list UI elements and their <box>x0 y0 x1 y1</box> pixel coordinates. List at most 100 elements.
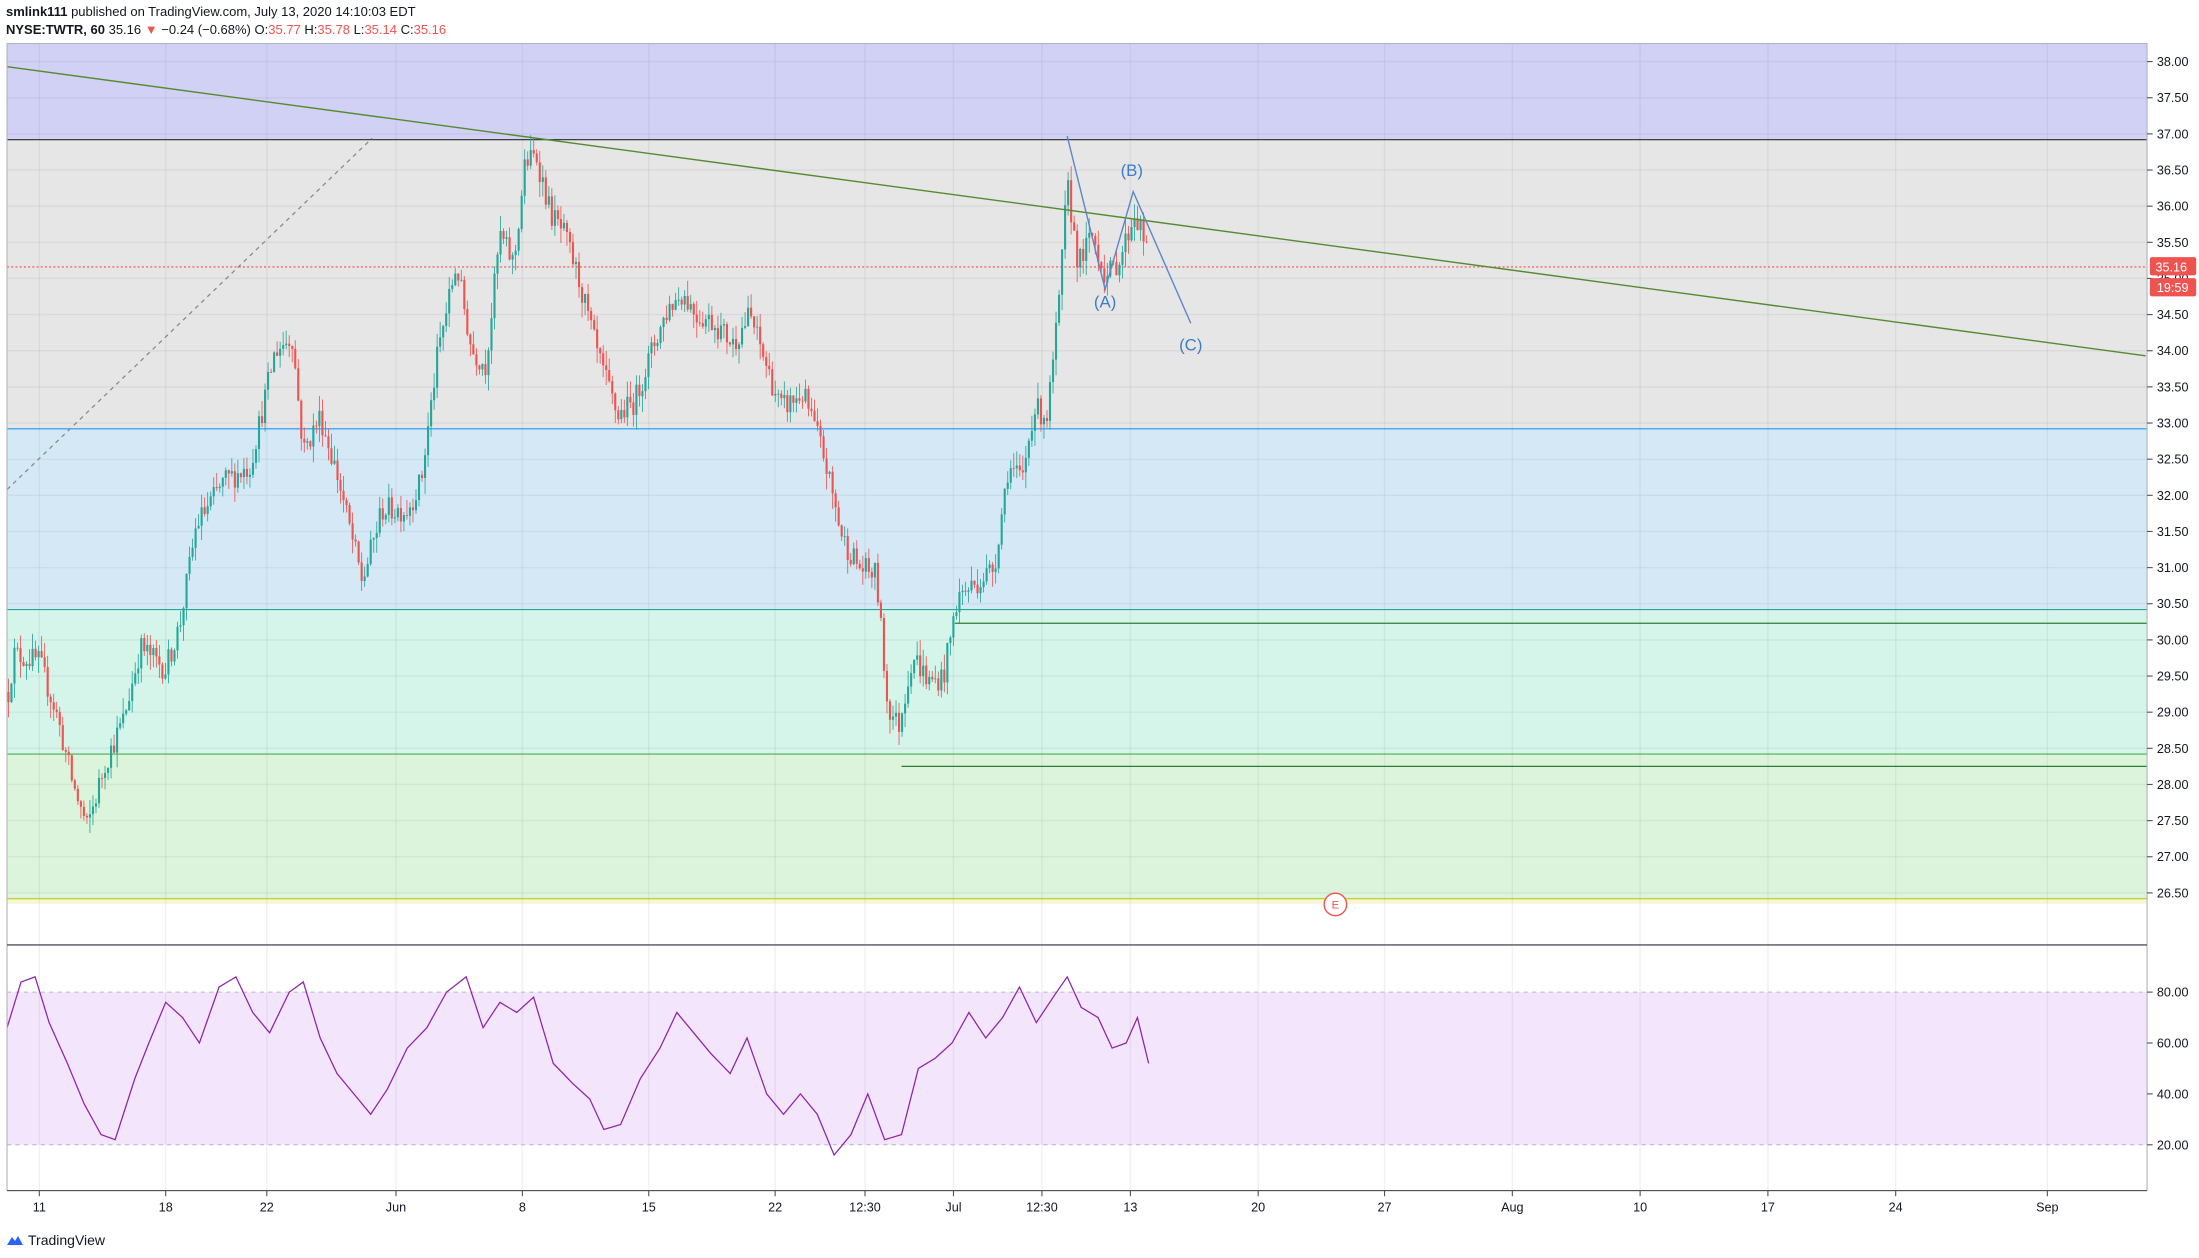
candle-body-350 <box>1064 205 1067 250</box>
candle-body-246 <box>750 307 753 317</box>
candle-body-101 <box>312 425 315 447</box>
candle-body-68 <box>212 487 215 497</box>
price-change: −0.24 (−0.68%) <box>161 22 251 37</box>
tradingview-logo-icon[interactable] <box>6 1234 24 1246</box>
candle-body-81 <box>251 462 255 475</box>
candle-body-95 <box>294 348 297 369</box>
candle-body-163 <box>499 230 502 255</box>
candle-body-221 <box>674 300 677 310</box>
candle-body-198 <box>605 365 608 371</box>
candle-body-365 <box>1109 260 1112 277</box>
candle-body-57 <box>179 625 182 627</box>
close-value: 35.16 <box>413 22 447 37</box>
candle-body-85 <box>263 389 267 424</box>
candle-body-125 <box>384 514 387 520</box>
candle-body-13 <box>46 666 49 697</box>
candle-body-312 <box>949 637 952 644</box>
candle-body-114 <box>351 523 354 540</box>
candle-body-65 <box>203 507 206 514</box>
candle-body-374 <box>1136 218 1139 231</box>
candle-body-344 <box>1045 417 1049 422</box>
candle-body-336 <box>1021 470 1024 473</box>
candle-body-263 <box>801 400 804 402</box>
candle-body-84 <box>260 416 264 424</box>
y-tick-label-14: 31.00 <box>2157 561 2189 575</box>
candle-body-74 <box>230 471 233 474</box>
candle-body-282 <box>858 563 861 569</box>
candle-body-79 <box>245 468 248 477</box>
candle-body-252 <box>768 365 771 370</box>
x-tick-label-8: Jul <box>945 1201 961 1215</box>
candle-body-14 <box>49 696 52 703</box>
candle-body-138 <box>424 455 427 478</box>
rsi-band <box>7 992 2148 1145</box>
candle-body-113 <box>348 505 351 524</box>
candle-body-358 <box>1088 232 1091 238</box>
low-label: L: <box>353 22 365 37</box>
candle-body-222 <box>677 299 680 301</box>
candle-body-333 <box>1012 468 1015 469</box>
candle-body-325 <box>988 564 991 569</box>
candle-body-362 <box>1100 262 1103 269</box>
candle-body-264 <box>804 388 807 402</box>
candle-body-175 <box>535 153 538 163</box>
candle-body-284 <box>864 558 867 572</box>
candle-body-324 <box>985 568 988 582</box>
candle-body-34 <box>110 745 113 768</box>
y-tick-label-7: 34.50 <box>2157 308 2189 322</box>
author-name[interactable]: smlink111 <box>6 4 68 19</box>
candle-body-318 <box>967 590 970 592</box>
candle-body-294 <box>894 712 898 717</box>
x-tick-label-5: 15 <box>642 1201 656 1215</box>
candle-body-355 <box>1079 248 1082 268</box>
candle-body-9 <box>34 648 37 658</box>
candle-body-37 <box>119 723 122 728</box>
candle-body-332 <box>1009 468 1012 483</box>
x-tick-label-16: 24 <box>1889 1201 1903 1215</box>
candle-body-201 <box>614 393 617 411</box>
y-tick-label-18: 29.00 <box>2157 706 2189 720</box>
candle-body-238 <box>725 324 729 343</box>
candle-body-36 <box>116 727 119 753</box>
candle-body-326 <box>991 564 994 572</box>
candle-body-232 <box>707 314 710 320</box>
candle-body-330 <box>1003 488 1006 515</box>
candle-body-253 <box>771 369 774 396</box>
candle-body-281 <box>855 548 858 564</box>
y-tick-label-20: 28.00 <box>2157 778 2189 792</box>
candle-body-287 <box>873 562 876 578</box>
candle-body-140 <box>430 400 433 427</box>
candle-body-237 <box>722 324 725 326</box>
candle-body-367 <box>1115 261 1118 276</box>
candle-body-306 <box>931 676 934 680</box>
brand-name[interactable]: TradingView <box>28 1232 106 1248</box>
candle-body-20 <box>67 751 70 756</box>
candle-body-106 <box>327 436 330 449</box>
candle-body-53 <box>167 649 170 675</box>
candle-body-54 <box>170 649 173 662</box>
symbol-label[interactable]: NYSE:TWTR, 60 <box>6 22 105 37</box>
candle-body-216 <box>659 327 662 344</box>
candle-body-151 <box>463 279 466 310</box>
candle-body-233 <box>710 314 713 331</box>
candle-body-127 <box>390 497 393 519</box>
candle-body-17 <box>58 711 61 726</box>
candle-body-6 <box>25 663 28 666</box>
candle-body-356 <box>1082 248 1085 261</box>
candle-body-245 <box>747 307 750 327</box>
candle-body-76 <box>236 473 239 488</box>
candle-body-231 <box>704 319 707 327</box>
wave-label-2: (C) <box>1179 336 1202 355</box>
candle-body-155 <box>475 354 478 366</box>
candle-body-212 <box>647 353 650 378</box>
fib-zone-1 <box>7 139 2148 429</box>
candle-body-107 <box>330 448 333 464</box>
candle-body-123 <box>378 508 381 533</box>
candle-body-262 <box>798 398 801 401</box>
y-tick-label-22: 27.00 <box>2157 850 2189 864</box>
candle-body-96 <box>297 368 300 401</box>
candle-body-158 <box>484 364 487 376</box>
published-text: published on TradingView.com, July 13, 2… <box>67 4 416 19</box>
x-tick-label-0: 11 <box>33 1201 46 1215</box>
